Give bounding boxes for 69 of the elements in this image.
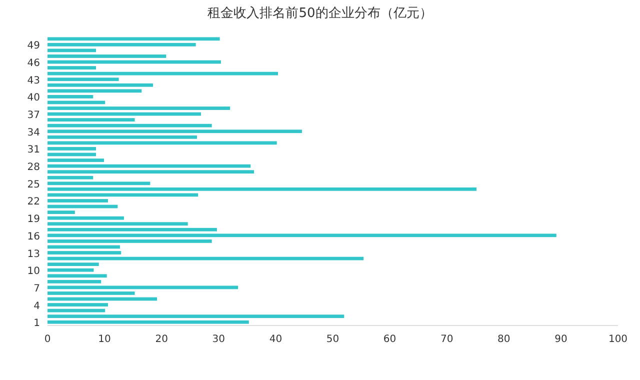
bar: [48, 118, 135, 122]
bar: [48, 124, 212, 128]
bar: [48, 280, 102, 284]
y-tick-label: 34: [27, 127, 40, 138]
bar: [48, 135, 197, 139]
y-tick-label: 49: [27, 40, 40, 52]
bar: [48, 158, 104, 162]
y-tick-label: 19: [27, 214, 40, 226]
bar: [48, 54, 166, 58]
bar: [48, 141, 277, 145]
y-tick-label: 7: [34, 283, 40, 294]
bar: [48, 78, 119, 82]
bar: [48, 199, 108, 202]
y-tick-label: 10: [27, 266, 40, 278]
bar: [48, 83, 154, 87]
bar: [48, 94, 94, 98]
bar: [48, 216, 124, 220]
x-tick-label: 70: [440, 334, 454, 345]
y-tick-label: 1: [34, 318, 40, 330]
bar: [48, 187, 477, 191]
bar: [48, 262, 99, 266]
bar: [48, 130, 302, 134]
y-tick-label: 37: [27, 110, 40, 122]
bar: [48, 37, 220, 41]
bar: [48, 182, 150, 186]
y-tick-label: 25: [27, 179, 40, 190]
x-tick-label: 60: [383, 334, 396, 345]
bar: [48, 286, 238, 290]
x-tick-label: 20: [155, 334, 168, 345]
x-tick-label: 40: [269, 334, 282, 345]
bar: [48, 210, 75, 214]
bar: [48, 164, 251, 168]
bar: [48, 106, 230, 110]
bar: [48, 89, 142, 93]
bar: [48, 303, 108, 306]
y-tick-label: 31: [27, 144, 40, 156]
x-tick-label: 80: [498, 334, 510, 345]
x-tick-label: 50: [326, 334, 340, 345]
bar: [48, 308, 106, 312]
x-tick-label: 90: [554, 334, 568, 345]
x-tick-label: 30: [212, 334, 226, 345]
y-tick-label: 43: [27, 75, 40, 86]
bar: [48, 274, 107, 278]
bar: [48, 239, 212, 243]
bar: [48, 66, 96, 70]
bar: [48, 268, 94, 272]
bar: [48, 170, 254, 174]
bar: [48, 72, 278, 76]
bar: [48, 251, 122, 254]
y-tick-label: 4: [34, 300, 40, 312]
bar: [48, 320, 249, 324]
y-tick-label: 28: [27, 162, 40, 174]
x-tick-label: 0: [44, 334, 51, 345]
y-tick-label: 22: [27, 196, 40, 208]
x-tick-label: 100: [608, 334, 628, 345]
x-tick-label: 10: [98, 334, 111, 345]
bar: [48, 228, 217, 232]
bar: [48, 314, 344, 318]
bar: [48, 42, 196, 46]
bar: [48, 234, 556, 238]
bar: [48, 222, 188, 226]
bar: [48, 147, 96, 150]
chart-title: 租金收入排名前50的企业分布（亿元）: [208, 6, 432, 21]
bar: [48, 176, 94, 180]
y-tick-label: 13: [27, 248, 40, 260]
y-tick-label: 46: [27, 58, 40, 70]
bar: [48, 292, 135, 295]
y-tick-label: 40: [27, 92, 40, 104]
y-tick-label: 16: [27, 231, 40, 242]
